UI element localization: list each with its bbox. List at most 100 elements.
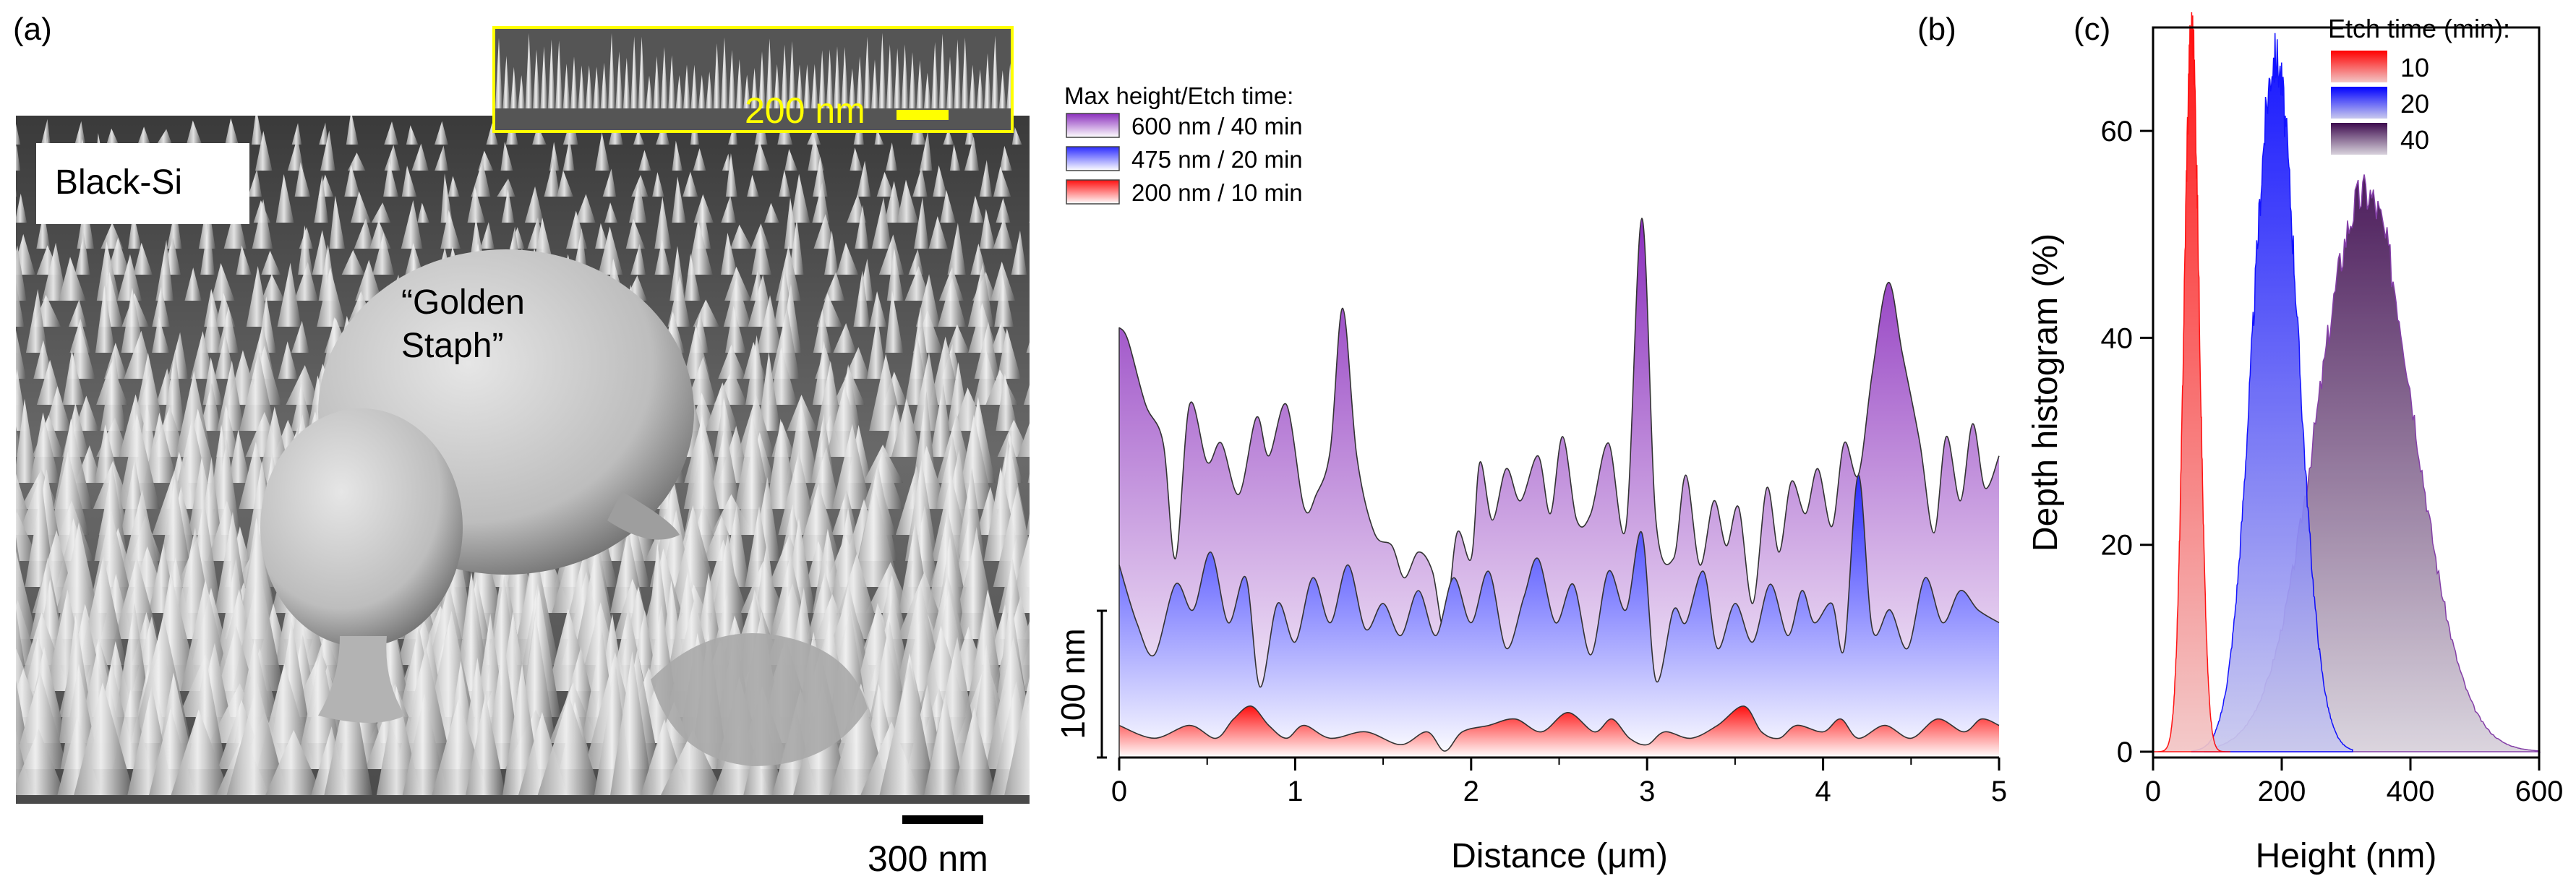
inset-pillar	[555, 40, 563, 108]
hist-legend-swatch-10	[2331, 51, 2387, 82]
profile-chart: 0 1 2 3 4 5 Distance (μm) 100 nm Max height/E…	[1054, 82, 2007, 875]
nanopillar	[752, 141, 770, 171]
nanopillar	[813, 309, 832, 353]
nanopillar	[30, 412, 60, 483]
nanopillar	[1037, 268, 1064, 301]
inset-pillar	[788, 40, 796, 108]
inset-pillar	[660, 47, 668, 108]
nanopillar	[1011, 230, 1027, 275]
nanopillar	[878, 234, 904, 275]
histogram-y-tick-label: 0	[2117, 737, 2133, 768]
inset-pillar	[518, 74, 526, 108]
nanopillar	[265, 729, 323, 795]
nanopillar	[480, 222, 495, 249]
sem-inset: 200 nm	[492, 26, 1022, 133]
nanopillar	[595, 223, 609, 249]
nanopillar	[1037, 204, 1058, 249]
inset-pillar	[728, 49, 736, 108]
legend-swatch-20min	[1066, 146, 1120, 171]
inset-pillar	[781, 44, 789, 108]
nanopillar	[912, 352, 943, 431]
inset-pillar	[706, 72, 714, 108]
nanopillar	[291, 384, 313, 431]
nanopillar	[255, 131, 273, 171]
nanopillar	[68, 299, 87, 327]
panel-label-a: (a)	[13, 12, 52, 47]
nanopillar	[720, 232, 738, 275]
nanopillar	[602, 168, 617, 197]
inset-pillar	[1014, 38, 1022, 108]
histogram-y-tick-label: 60	[2101, 116, 2134, 147]
inset-pillar	[547, 39, 555, 108]
nanopillar	[100, 349, 126, 431]
nanopillar	[725, 153, 737, 197]
nanopillar	[807, 126, 821, 145]
nanopillar	[630, 244, 646, 275]
nanopillar	[211, 263, 235, 301]
histogram-10min	[2153, 12, 2230, 752]
nanopillar	[672, 140, 683, 171]
nanopillar	[831, 489, 858, 535]
nanopillar	[435, 121, 448, 145]
nanopillar	[247, 169, 262, 197]
histogram-x-tick-label: 200	[2258, 776, 2306, 807]
nanopillar	[974, 322, 1000, 379]
inset-pillar	[646, 75, 653, 108]
histogram-y-tick-label: 20	[2101, 530, 2134, 562]
nanopillar	[471, 160, 491, 197]
nanopillar	[595, 132, 610, 171]
nanopillar	[758, 351, 781, 431]
hist-legend-label-40: 40	[2400, 125, 2429, 155]
nanopillar	[497, 179, 515, 197]
nanopillar	[16, 729, 66, 795]
inset-pillar	[946, 56, 954, 108]
profile-20min-fill	[1119, 475, 1999, 758]
histogram-ticks: 0 200 400 600 0 20 40 60	[2101, 116, 2564, 807]
nanopillar	[277, 262, 301, 327]
nanopillar	[725, 306, 746, 353]
nanopillar	[202, 357, 223, 405]
nanopillar	[850, 147, 863, 171]
nanopillar	[324, 669, 373, 795]
inset-pillar	[863, 36, 871, 108]
nanopillar	[999, 145, 1012, 171]
nanopillar	[401, 199, 423, 249]
nanopillar	[166, 206, 182, 249]
nanopillar	[897, 179, 919, 223]
nanopillar	[544, 158, 560, 197]
nanopillar	[969, 195, 984, 223]
nanopillar	[1026, 513, 1030, 535]
nanopillar	[993, 218, 1013, 249]
nanopillar	[884, 181, 903, 223]
scale-bar-label: 300 nm	[868, 838, 988, 879]
nanopillar	[1037, 347, 1068, 379]
nanopillar	[1029, 221, 1030, 223]
nanopillar	[156, 129, 172, 145]
inset-pillar	[585, 65, 593, 108]
histogram-y-label: Depth histogram (%)	[2027, 233, 2065, 552]
nanopillar	[16, 144, 21, 171]
nanopillar	[865, 562, 912, 613]
nanopillar	[788, 218, 804, 275]
nanopillar	[291, 123, 302, 145]
nanopillar	[402, 693, 448, 795]
nanopillar	[500, 141, 513, 171]
nanopillar	[16, 233, 35, 275]
inset-pillar	[540, 46, 548, 108]
nanopillar	[298, 225, 313, 275]
nanopillar	[501, 189, 515, 223]
nanopillar	[261, 274, 285, 301]
inset-pillar	[593, 66, 601, 108]
nanopillar	[737, 395, 775, 457]
nanopillar	[997, 328, 1022, 379]
nanopillar	[661, 729, 724, 795]
nanopillar	[16, 282, 25, 327]
legend-label-20min: 475 nm / 20 min	[1131, 146, 1303, 173]
nanopillar	[44, 386, 72, 431]
nanopillar	[0, 222, 14, 249]
nanopillar	[813, 156, 828, 197]
inset-pillar	[909, 52, 916, 108]
nanopillar	[723, 278, 752, 327]
nanopillar	[682, 171, 698, 197]
